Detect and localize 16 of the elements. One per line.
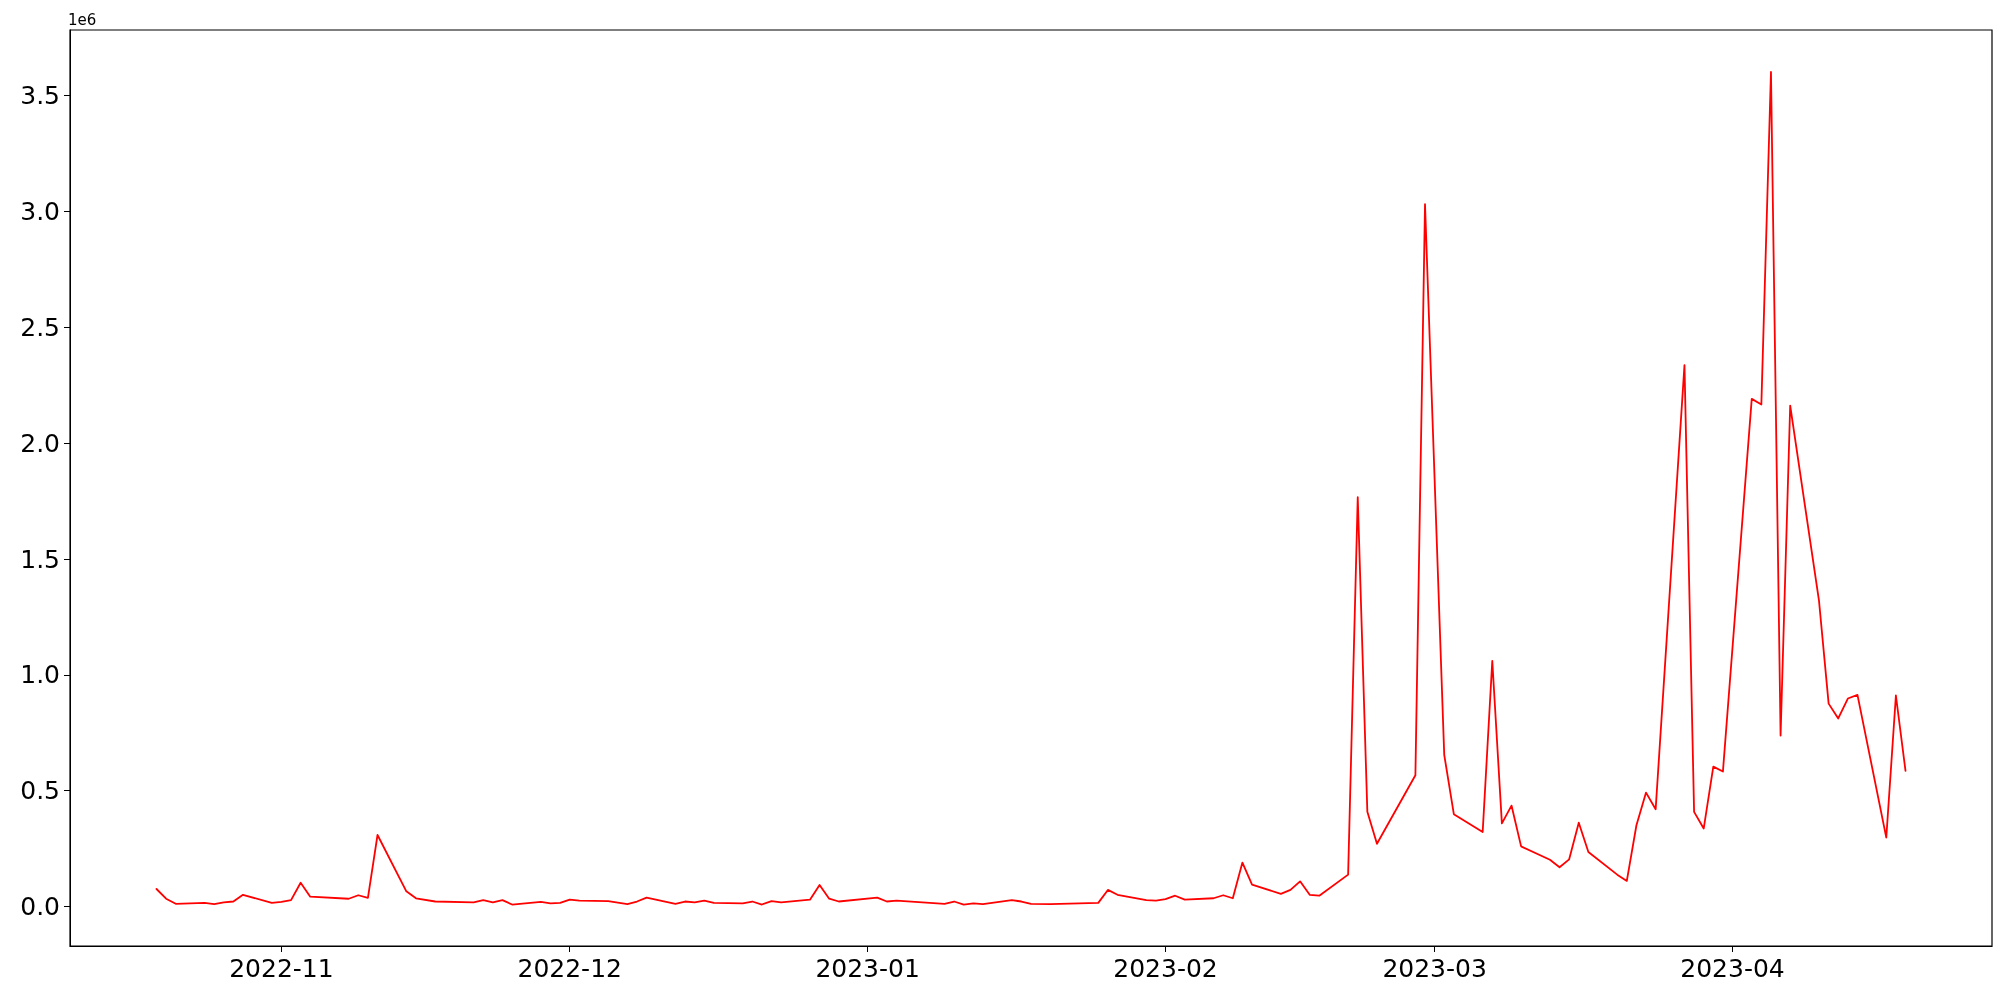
y-tick-label: 2.0 (20, 428, 60, 458)
x-tick-label: 2023-04 (1680, 954, 1785, 983)
y-tick-label: 0.5 (20, 776, 60, 806)
y-tick-label: 3.5 (20, 81, 60, 111)
x-tick-label: 2022-12 (517, 954, 622, 983)
line-series (155, 71, 1907, 906)
y-tick-label: 3.0 (20, 196, 60, 226)
x-tick-label: 2022-11 (229, 954, 334, 983)
x-tick-label: 2023-03 (1382, 954, 1487, 983)
y-tick-label: 1.0 (20, 660, 60, 690)
x-tick-label: 2023-02 (1113, 954, 1218, 983)
x-tick-label: 2023-01 (815, 954, 920, 983)
y-tick-label: 0.0 (20, 892, 60, 922)
text: 1e6 (68, 10, 97, 29)
y-tick-label: 2.5 (20, 312, 60, 342)
y-tick-label: 1.5 (20, 544, 60, 574)
